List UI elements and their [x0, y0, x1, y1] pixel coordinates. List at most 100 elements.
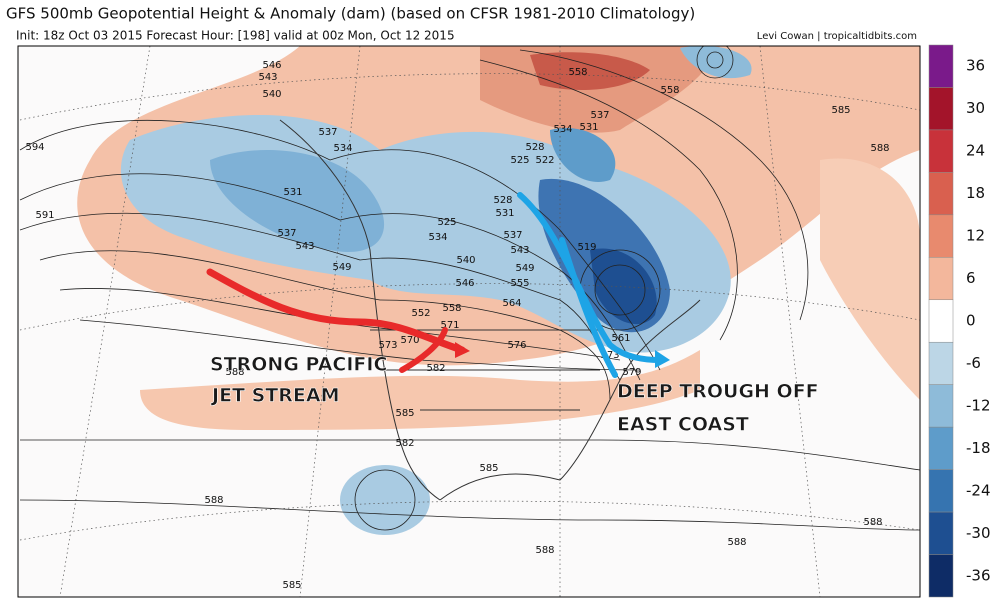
- colorbar-segment: [928, 214, 954, 258]
- contour-label: 543: [295, 241, 314, 252]
- contour-label: 585: [282, 580, 301, 591]
- contour-label: 588: [870, 143, 889, 154]
- colorbar-tick-label: -36: [966, 566, 991, 584]
- contour-label: 591: [35, 210, 54, 221]
- colorbar-tick-label: 6: [966, 269, 976, 287]
- annotation: DEEP TROUGH OFF: [617, 381, 819, 403]
- contour-label: 549: [332, 262, 351, 273]
- contour-label: 534: [428, 232, 447, 243]
- colorbar-segment: [928, 257, 954, 301]
- colorbar-segment: [928, 511, 954, 555]
- contour-label: 571: [440, 320, 459, 331]
- blue-arrow: [559, 237, 618, 378]
- annotation: EAST COAST: [617, 414, 749, 436]
- contour-label: 585: [395, 408, 414, 419]
- colorbar-segment: [928, 341, 954, 385]
- blue-arrow: [517, 192, 663, 363]
- subtitle: Init: 18z Oct 03 2015 Forecast Hour: [19…: [16, 29, 455, 43]
- contour-label: 540: [456, 255, 475, 266]
- contour-label: 558: [442, 303, 461, 314]
- contour-label: 570: [400, 335, 419, 346]
- colorbar-tick-label: 0: [966, 312, 976, 330]
- colorbar-segment: [928, 469, 954, 513]
- colorbar-segment: [928, 554, 954, 598]
- contour-label: 588: [727, 537, 746, 548]
- colorbar-segment: [928, 172, 954, 216]
- colorbar-tick-label: -24: [966, 481, 991, 499]
- contour-label: 534: [553, 124, 572, 135]
- arrow-head: [455, 342, 470, 358]
- contour-label: 546: [262, 60, 281, 71]
- contour-label: 546: [455, 278, 474, 289]
- contour-label: 564: [502, 298, 521, 309]
- contour-label: 582: [395, 438, 414, 449]
- contour-label: 519: [577, 242, 596, 253]
- negative-anomaly: [340, 465, 430, 535]
- contour-label: 558: [660, 85, 679, 96]
- contour-label: 525: [437, 217, 456, 228]
- credit: Levi Cowan | tropicaltidbits.com: [757, 31, 917, 42]
- contour-label: 537: [503, 230, 522, 241]
- colorbar-tick-label: 36: [966, 57, 985, 75]
- contour-label: 528: [493, 195, 512, 206]
- contour-label: 528: [525, 142, 544, 153]
- colorbar-segment: [928, 129, 954, 173]
- contour-label: 522: [535, 155, 554, 166]
- contour-label: 573: [378, 340, 397, 351]
- contour-label: 561: [611, 333, 630, 344]
- contour-label: 525: [510, 155, 529, 166]
- red-arrow: [206, 268, 466, 354]
- red-arrow: [399, 327, 448, 373]
- contour-label: 537: [318, 127, 337, 138]
- annotation: STRONG PACIFIC: [210, 354, 387, 376]
- contour-label: 585: [831, 105, 850, 116]
- contour-label: 573: [600, 350, 619, 361]
- colorbar-tick-label: -18: [966, 439, 991, 457]
- colorbar-tick-label: -6: [966, 354, 981, 372]
- colorbar-tick-label: 18: [966, 184, 985, 202]
- contour-label: 576: [507, 340, 526, 351]
- map-frame: [17, 45, 921, 598]
- contour-label: 594: [25, 142, 44, 153]
- contour-label: 537: [277, 228, 296, 239]
- negative-anomaly: [550, 128, 616, 182]
- colorbar: 36 30 24 18 12 6 0 -6 -12 -18 -24 -30 -36: [928, 44, 991, 598]
- arrow-head: [655, 350, 670, 368]
- colorbar-tick-label: 12: [966, 227, 985, 245]
- colorbar-segment: [928, 44, 954, 88]
- title: GFS 500mb Geopotential Height & Anomaly …: [6, 5, 695, 23]
- contour-label: 588: [863, 517, 882, 528]
- colorbar-segment: [928, 384, 954, 428]
- positive-anomaly: [530, 52, 650, 90]
- contour-label: 585: [479, 463, 498, 474]
- contour-label: 537: [590, 110, 609, 121]
- contour-label: 579: [622, 367, 641, 378]
- contour-label: 543: [258, 72, 277, 83]
- positive-anomaly: [820, 158, 920, 400]
- contour-label: 552: [411, 308, 430, 319]
- contour-label: 549: [515, 263, 534, 274]
- contour-label: 558: [568, 67, 587, 78]
- contour-label: 588: [204, 495, 223, 506]
- annotation: JET STREAM: [210, 385, 340, 407]
- contour-label: 555: [510, 278, 529, 289]
- contour-label: 540: [262, 89, 281, 100]
- contour-label: 531: [283, 187, 302, 198]
- contour-label: 531: [579, 122, 598, 133]
- colorbar-segment: [928, 87, 954, 131]
- colorbar-segment: [928, 426, 954, 470]
- contour-label: 582: [426, 363, 445, 374]
- contour-label: 588: [225, 367, 244, 378]
- contour-label: 534: [333, 143, 352, 154]
- colorbar-tick-label: -12: [966, 396, 991, 414]
- colorbar-segment: [928, 299, 954, 343]
- contour-label: 531: [495, 208, 514, 219]
- contour-label: 588: [535, 545, 554, 556]
- contours: [19, 46, 920, 531]
- colorbar-tick-label: 30: [966, 99, 985, 117]
- contour-label: 543: [510, 245, 529, 256]
- colorbar-tick-label: -30: [966, 524, 991, 542]
- colorbar-tick-label: 24: [966, 142, 985, 160]
